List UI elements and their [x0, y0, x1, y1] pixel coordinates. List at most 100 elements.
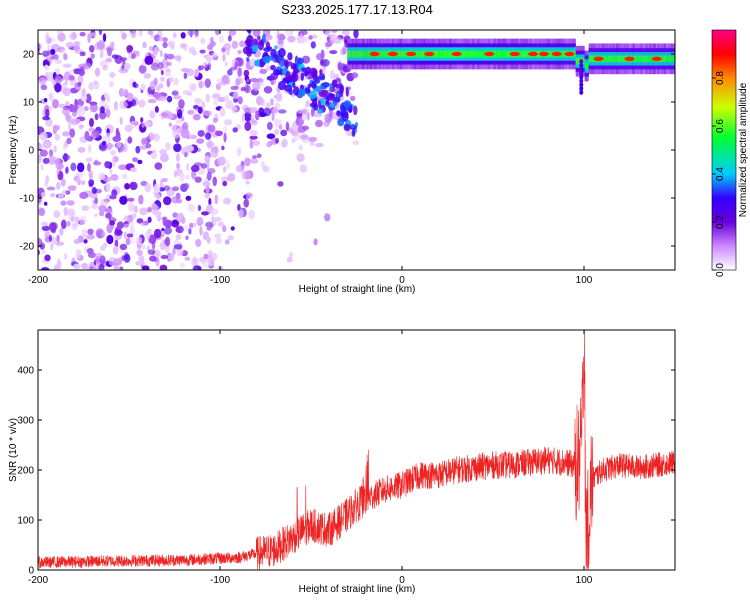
spectrogram-tone-cell [441, 50, 443, 58]
spectrogram-noise-blob [106, 132, 111, 138]
spectrogram-tone-cell [667, 55, 669, 63]
spectrogram-tone-cell [496, 50, 498, 58]
spectrogram-noise-blob [185, 235, 189, 241]
spectrogram-streak-blob [278, 47, 286, 58]
spectrogram-noise-blob [155, 257, 160, 267]
spectrogram-tone-cell [663, 55, 665, 63]
spectrogram-noise-blob [211, 208, 219, 215]
spectrogram-noise-blob [111, 189, 118, 197]
spectrogram-noise-blob [53, 210, 61, 219]
spectrogram-noise-blob [106, 142, 113, 150]
spectrogram-hot-spot [538, 51, 549, 57]
spectrogram-tone-cell [357, 50, 359, 58]
spectrogram-noise-blob [50, 243, 54, 251]
spectrogram-noise-blob [241, 170, 246, 180]
spectrogram-noise-blob [170, 253, 175, 261]
spectrogram-noise-blob [91, 186, 97, 195]
spectrogram-noise-blob [159, 76, 165, 82]
spectrogram-noise-blob [198, 65, 205, 71]
spectrogram-noise-blob [293, 133, 301, 141]
spectrogram-tone-cell [471, 50, 473, 58]
spectrogram-noise-blob [329, 50, 338, 55]
spectrogram-noise-blob [88, 169, 93, 180]
spectrogram-hot-spot [551, 51, 562, 57]
spectrogram-tone-cell [448, 50, 450, 58]
spectrogram-noise-blob [299, 164, 308, 173]
spectrogram-tone-cell [537, 50, 539, 58]
spectrogram-noise-blob [150, 152, 158, 160]
spectrogram-noise-blob [48, 234, 53, 242]
spectrogram-tone-cell [382, 50, 384, 58]
spectrogram-noise-blob [223, 119, 233, 126]
spectrogram-tone-cell [494, 50, 496, 58]
spectrogram-noise-blob [126, 233, 134, 238]
spectrogram-noise-blob [222, 225, 227, 233]
spectrogram-noise-blob [204, 78, 211, 88]
spectrogram-noise-blob [159, 242, 166, 251]
spectrogram-noise-blob [176, 225, 184, 234]
spectrogram-noise-blob [44, 64, 49, 71]
spectrogram-noise-blob [180, 128, 190, 139]
spectrogram-tone-cell [482, 50, 484, 58]
spectrogram-streak-blob [309, 90, 318, 100]
spectrogram-noise-blob [222, 180, 228, 187]
spectrogram-noise-blob [139, 261, 147, 266]
spectrogram-noise-blob [138, 64, 147, 74]
spectrogram-noise-blob [172, 186, 180, 192]
spectrogram-noise-blob [129, 225, 135, 235]
spectrogram-noise-blob [235, 78, 241, 86]
spectrogram-streak-blob [287, 52, 293, 61]
spectrogram-noise-blob [101, 231, 106, 237]
y-tick-label: 0 [28, 146, 34, 157]
spectrogram-streak-blob [298, 88, 306, 97]
spectrogram-streak-blob [320, 82, 328, 90]
spectrogram-noise-blob [45, 175, 50, 184]
spectrogram-tone-cell [439, 50, 441, 58]
spectrogram-noise-blob [196, 216, 204, 227]
snr-marks [38, 330, 675, 570]
spectrogram-noise-blob [194, 97, 203, 104]
spectrogram-tone-cell [477, 50, 479, 58]
spectrogram-tone-cell [447, 50, 449, 58]
spectrogram-noise-blob [187, 203, 196, 213]
spectrogram-noise-blob [223, 95, 230, 102]
spectrogram-noise-blob [67, 185, 77, 191]
spectrogram-tone-cell [501, 50, 503, 58]
spectrogram-drop-blob [579, 59, 584, 65]
spectrogram-noise-blob [148, 234, 157, 245]
spectrogram-noise-blob [45, 32, 50, 42]
spectrogram-noise-blob [230, 226, 235, 231]
spectrogram-tone-cell [495, 50, 497, 58]
spectrogram-tone-cell [619, 55, 621, 63]
spectrogram-noise-blob [86, 264, 91, 270]
spectrogram-noise-blob [89, 32, 98, 38]
spectrogram-noise-blob [83, 239, 88, 244]
colorbar-tick-label: 0.2 [715, 215, 726, 229]
spectrogram-noise-blob [197, 106, 203, 114]
spectrogram-noise-blob [324, 30, 332, 38]
spectrogram-tone-cell [467, 50, 469, 58]
spectrogram-tone-cell [604, 55, 606, 63]
spectrogram-noise-blob [119, 195, 128, 205]
spectrogram-noise-blob [266, 121, 273, 131]
spectrogram-noise-blob [236, 147, 242, 157]
spectrogram-drop-blob [579, 63, 584, 69]
spectrogram-noise-blob [58, 103, 66, 108]
spectrogram-tone-cell [647, 55, 649, 63]
spectrogram-noise-blob [153, 77, 158, 86]
spectrogram-noise-blob [140, 221, 147, 227]
spectrogram-noise-blob [119, 30, 124, 34]
spectrogram-noise-blob [272, 105, 278, 115]
spectrogram-noise-blob [53, 54, 59, 60]
spectrogram-tone-cell [364, 50, 366, 58]
spectrogram-tone-cell [607, 55, 609, 63]
spectrogram-noise-blob [225, 160, 230, 171]
spectrogram-noise-blob [106, 96, 111, 103]
y-tick-label: 200 [17, 466, 34, 477]
spectrogram-tone-cell [444, 50, 446, 58]
spectrogram-noise-blob [266, 133, 276, 140]
spectrogram-noise-blob [207, 124, 216, 133]
spectrogram-noise-blob [215, 30, 220, 36]
spectrogram-tone-cell [362, 50, 364, 58]
spectrogram-noise-blob [285, 121, 290, 132]
